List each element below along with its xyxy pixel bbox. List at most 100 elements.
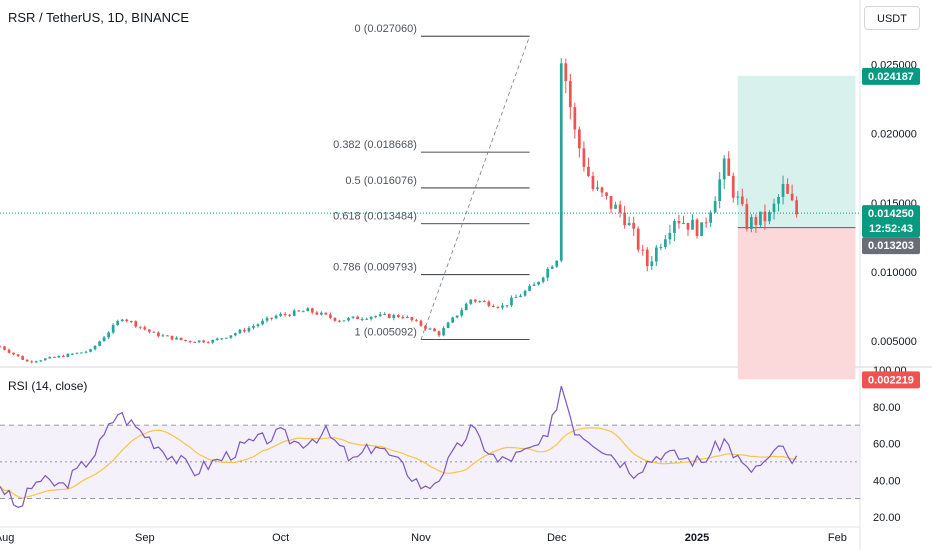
candle-body [62,355,65,357]
candle-body [329,314,332,318]
candle-body [360,318,364,320]
candle-body [378,314,382,317]
candle-body [442,328,445,336]
candle-body [12,352,15,355]
price-label-box [862,237,920,255]
candle-body [98,341,101,346]
candle-body [48,356,52,359]
candle-body [582,148,586,167]
candle-body [297,310,301,312]
candle-body [0,346,2,348]
symbol-title: RSR / TetherUS, 1D, BINANCE [8,10,190,25]
rsi-title: RSI (14, close) [8,379,88,393]
candle-body [338,320,341,322]
candle-body [786,183,789,194]
price-label-entry: 0.013203 [868,240,914,252]
candle-body [763,211,767,222]
candle-body [270,317,273,319]
candle-body [451,317,454,323]
candle-body [116,321,120,325]
price-label-current: 0.014250 [868,208,914,220]
candle-body [84,351,88,353]
candle-body [3,346,6,350]
candle-body [641,249,645,251]
price-axis-tick: 0.005000 [871,336,917,348]
candle-body [682,222,685,224]
price-axis-tick: 0.010000 [871,267,917,279]
candle-body [111,324,115,333]
candle-body [768,212,771,222]
candle-body [356,316,359,320]
fib-trend-line [420,36,530,340]
candle-body [695,219,699,236]
candle-body [52,356,56,358]
candle-body [229,335,233,338]
candle-body [460,310,464,316]
candle-body [473,299,477,302]
candle-body [664,239,667,247]
candle-body [464,303,468,311]
candle-body [16,354,20,357]
candle-body [148,329,151,332]
price-label-box [862,371,920,389]
candle-body [519,295,522,298]
candle-body [387,313,391,319]
rsi-ma-line [0,427,797,499]
candle-body [288,314,292,316]
time-axis-tick: Feb [828,532,847,544]
candle-body [129,321,133,323]
candle-body [790,193,794,201]
candle-body [736,196,740,198]
candle-body [157,332,160,337]
candle-body [704,222,708,224]
candle-body [43,358,47,361]
candle-body [310,308,314,313]
candle-body [645,249,649,267]
candle-body [546,268,550,278]
rsi-axis-tick: 60.00 [873,439,901,451]
candle-body [781,183,785,198]
candle-body [347,317,350,321]
candle-body [75,352,79,354]
time-axis-tick: Sep [135,532,155,544]
candle-body [170,335,174,340]
candle-body [179,337,183,340]
candle-body [89,349,92,352]
candle-body [324,312,328,315]
candle-body [396,315,400,318]
candle-body [152,331,156,333]
candle-body [487,301,491,307]
candle-body [555,260,559,267]
candle-body [437,331,441,336]
candle-body [120,319,124,322]
candle-body [274,315,278,319]
currency-button[interactable]: USDT [864,6,920,30]
candle-body [238,329,242,334]
candle-body [759,211,762,226]
candle-body [401,317,405,319]
fib-level-label: 0.382 (0.018668) [333,139,417,151]
candle-body [772,203,776,213]
price-label-target: 0.024187 [868,71,914,83]
candle-body [510,297,513,306]
time-axis-tick: Aug [0,532,14,544]
candle-body [138,326,142,328]
candle-body [392,315,396,319]
candle-body [7,349,11,353]
candle-body [596,187,599,190]
candles-group [0,58,798,364]
rsi-axis-tick: 80.00 [873,402,901,414]
candle-body [292,310,296,316]
candle-body [247,327,251,332]
candle-body [252,326,255,328]
candle-body [301,311,305,313]
candle-body [369,316,373,319]
candle-body [21,356,24,360]
candle-body [627,222,631,226]
candle-body [365,318,368,320]
rsi-line [0,385,798,508]
candle-body [587,166,590,176]
candle-body [496,307,500,309]
